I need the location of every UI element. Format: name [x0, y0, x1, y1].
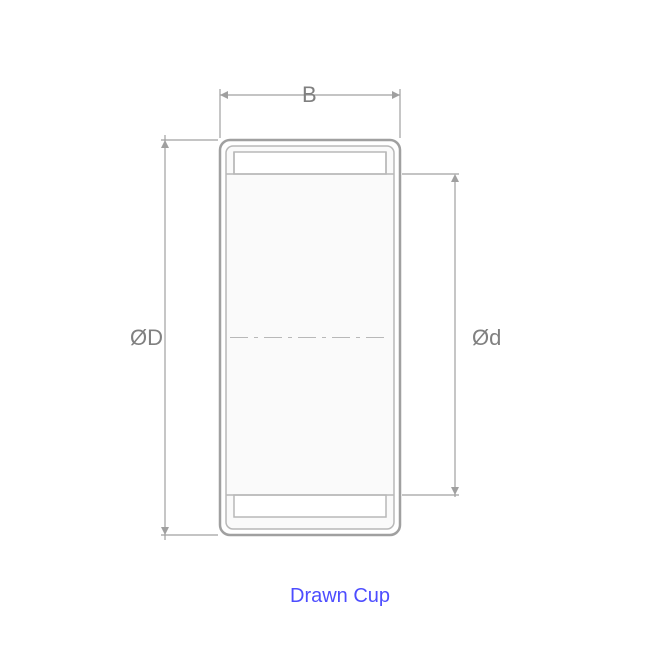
diagram-container: [0, 0, 670, 670]
bearing-diagram-svg: [0, 0, 670, 670]
diagram-caption: Drawn Cup: [290, 585, 390, 608]
dimension-label-width: B: [302, 82, 317, 108]
dimension-label-outer-diameter: ØD: [130, 325, 163, 351]
dimension-label-inner-diameter: Ød: [472, 325, 501, 351]
